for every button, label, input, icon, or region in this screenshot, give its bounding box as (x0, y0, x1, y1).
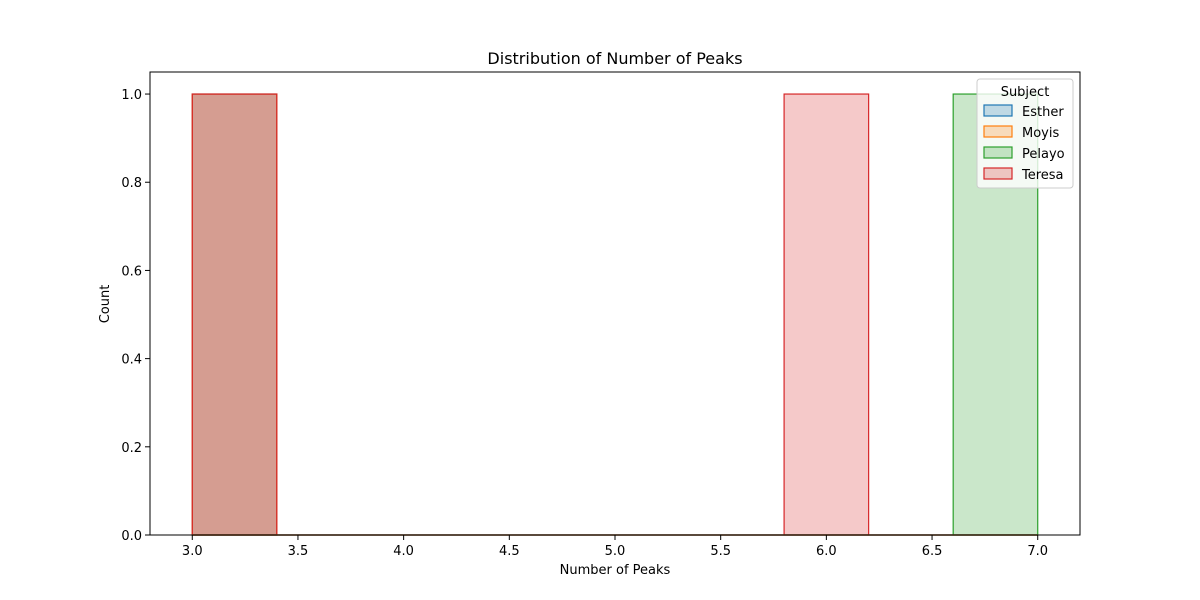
y-axis: 0.0 0.2 0.4 0.6 0.8 1.0 (121, 88, 150, 544)
plot-frame (149, 71, 1081, 536)
x-tick-label: 5.5 (710, 544, 731, 559)
x-tick-label: 4.0 (393, 544, 414, 559)
legend-label-pelayo: Pelayo (1022, 147, 1065, 162)
bar-moyis-bin-0 (191, 93, 278, 536)
legend-swatch-teresa (983, 167, 1013, 180)
bar-esther-bin-0 (191, 93, 278, 536)
legend-title: Subject (1001, 85, 1050, 100)
chart-title: Distribution of Number of Peaks (487, 49, 742, 68)
bars-group (191, 93, 1039, 536)
legend-box (976, 78, 1074, 189)
legend-swatch-pelayo (983, 146, 1013, 159)
bar-teresa-bin-0 (191, 93, 278, 536)
legend: Subject Esther Moyis Pelayo Teresa (976, 78, 1074, 189)
x-tick-label: 3.5 (288, 544, 309, 559)
y-tick-label: 0.2 (121, 441, 142, 456)
x-tick-label: 6.5 (922, 544, 943, 559)
y-tick-label: 0.4 (121, 353, 142, 368)
x-axis-label: Number of Peaks (560, 563, 671, 578)
y-axis-label: Count (98, 285, 113, 324)
x-tick-label: 4.5 (499, 544, 520, 559)
bar-teresa-bin-7 (783, 93, 870, 536)
x-tick-label: 5.0 (605, 544, 626, 559)
y-tick-label: 1.0 (121, 88, 142, 103)
legend-swatch-moyis (983, 125, 1013, 138)
x-tick-label: 3.0 (182, 544, 203, 559)
x-tick-label: 6.0 (816, 544, 837, 559)
y-tick-label: 0.0 (121, 529, 142, 544)
legend-label-esther: Esther (1022, 105, 1064, 120)
x-axis: 3.0 3.5 4.0 4.5 5.0 5.5 6.0 6.5 7.0 (182, 535, 1048, 559)
y-tick-label: 0.8 (121, 176, 142, 191)
y-tick-label: 0.6 (121, 264, 142, 279)
legend-label-teresa: Teresa (1021, 168, 1064, 183)
x-tick-label: 7.0 (1027, 544, 1048, 559)
legend-swatch-esther (983, 104, 1013, 117)
legend-label-moyis: Moyis (1022, 126, 1059, 141)
